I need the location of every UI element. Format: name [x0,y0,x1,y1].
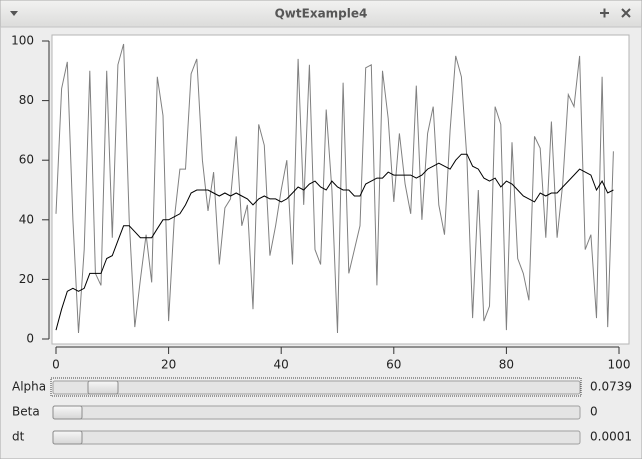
data-line [55,43,614,334]
x-tick-label: 100 [608,358,631,372]
slider-handle[interactable] [87,380,119,395]
x-tick-label: 80 [499,358,514,372]
slider-handle[interactable] [52,405,83,420]
y-tick-label: 60 [19,153,34,167]
y-tick-label: 20 [19,272,34,286]
focus-frame [50,377,582,397]
slider-handle[interactable] [52,430,83,445]
slider-track[interactable] [52,380,581,395]
menu-button[interactable] [10,11,18,16]
window-title: QwtExample4 [275,7,368,21]
data-line [55,153,614,331]
title-bar [0,0,642,27]
y-tick-label: 40 [19,212,34,226]
x-tick-label: 60 [386,358,401,372]
y-tick-label: 0 [26,332,34,346]
control-label: Alpha [12,380,46,394]
y-tick-label: 100 [11,34,34,48]
x-tick-label: 0 [52,358,60,372]
control-value: 0.0001 [590,430,632,444]
close-button[interactable] [621,8,631,18]
control-label: dt [12,430,25,444]
x-tick-label: 40 [274,358,289,372]
x-tick-label: 20 [161,358,176,372]
y-tick-label: 80 [19,93,34,107]
control-value: 0.0739 [590,380,632,394]
slider-track[interactable] [52,430,581,445]
slider-track[interactable] [52,405,581,420]
control-label: Beta [12,405,40,419]
maximize-button[interactable] [600,8,609,18]
control-value: 0 [590,405,598,419]
